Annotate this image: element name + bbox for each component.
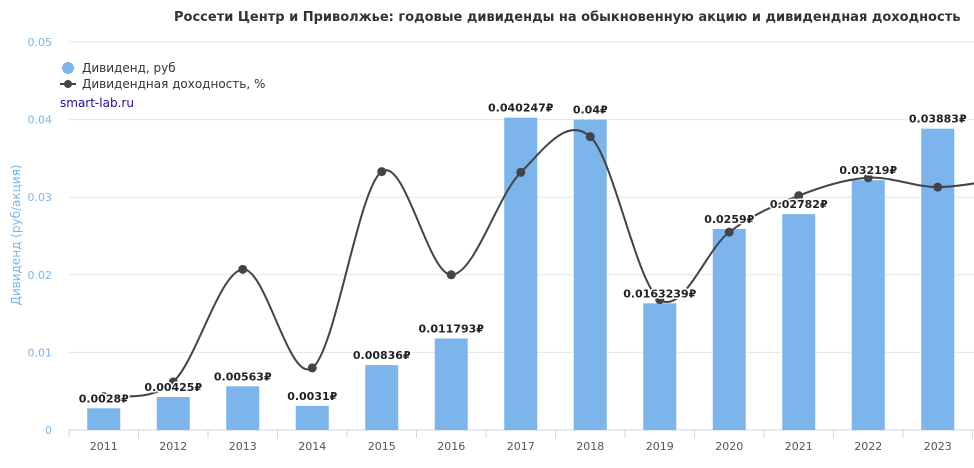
x-axis: 2011 2012 2013 2014 2015 2016 2017 2018 2019 2020… xyxy=(68,430,973,453)
legend[interactable]: Дивиденд, руб Дивидендная доходность, % xyxy=(60,61,265,91)
y-tick-label: 0.01 xyxy=(28,346,53,359)
bar xyxy=(226,386,260,430)
bar xyxy=(434,338,468,430)
y-tick-label: 0.02 xyxy=(28,269,53,282)
y-tick-label: 0.05 xyxy=(28,36,53,49)
yield-point xyxy=(933,182,943,192)
bar-data-label: 0.00836₽ xyxy=(353,349,411,362)
chart-title: Россети Центр и Приволжье: годовые дивид… xyxy=(174,10,960,25)
x-tick-label: 2023 xyxy=(924,440,952,453)
yield-point xyxy=(655,295,665,305)
legend-label-dividend: Дивиденд, руб xyxy=(82,61,176,75)
bar-data-label: 0.03219₽ xyxy=(839,164,897,177)
y-tick-label: 0 xyxy=(45,424,52,437)
bar-data-label: 0.040247₽ xyxy=(488,102,554,115)
bar-data-label: 0.00425₽ xyxy=(144,381,202,394)
bar-data-label: 0.02782₽ xyxy=(770,198,828,211)
x-tick-label: 2015 xyxy=(368,440,396,453)
bar-data-label: 0.0163239₽ xyxy=(623,287,696,300)
yield-point xyxy=(794,191,804,201)
yield-point xyxy=(724,227,734,237)
y-tick-label: 0.04 xyxy=(28,114,53,127)
bar-data-label: 0.011793₽ xyxy=(419,322,485,335)
y-axis: 0 0.01 0.02 0.03 0.04 0.05 xyxy=(28,36,53,437)
legend-marker-yield-dot xyxy=(64,80,72,88)
bar-data-label: 0.03883₽ xyxy=(909,113,967,126)
x-tick-label: 2019 xyxy=(646,440,674,453)
x-tick-label: 2012 xyxy=(159,440,187,453)
yield-point xyxy=(168,377,178,387)
x-tick-label: 2013 xyxy=(229,440,257,453)
yield-point xyxy=(99,392,109,402)
x-tick-label: 2017 xyxy=(507,440,535,453)
bar xyxy=(87,408,121,430)
yield-point xyxy=(446,270,456,280)
yield-line xyxy=(99,129,974,402)
bar-data-label: 0.0031₽ xyxy=(287,390,337,403)
y-tick-label: 0.03 xyxy=(28,191,53,204)
bars xyxy=(87,117,955,430)
bar xyxy=(504,117,538,430)
bar xyxy=(573,119,607,430)
bar xyxy=(295,405,329,430)
bar-data-label: 0.0028₽ xyxy=(79,392,129,405)
yield-point xyxy=(238,264,248,274)
yield-point xyxy=(307,363,317,373)
bar xyxy=(365,365,399,430)
x-tick-label: 2014 xyxy=(298,440,326,453)
bar xyxy=(782,214,816,430)
yield-point xyxy=(863,173,873,183)
x-tick-label: 2011 xyxy=(90,440,118,453)
legend-marker-dividend xyxy=(62,62,74,74)
bar xyxy=(643,303,677,430)
bar-data-label: 0.00563₽ xyxy=(214,370,272,383)
data-labels: 0.0028₽ 0.00425₽ 0.00563₽ 0.0031₽ 0.00836₽ 0.… xyxy=(77,100,968,407)
x-tick-label: 2022 xyxy=(854,440,882,453)
yield-point xyxy=(585,132,595,142)
x-tick-label: 2016 xyxy=(437,440,465,453)
bar-data-label: 0.0259₽ xyxy=(704,213,754,226)
legend-label-yield: Дивидендная доходность, % xyxy=(82,77,265,91)
bar-data-label: 0.04₽ xyxy=(573,104,608,117)
x-tick-label: 2020 xyxy=(715,440,743,453)
yield-point xyxy=(377,167,387,177)
yield-point xyxy=(516,167,526,177)
bar xyxy=(851,180,885,430)
y-axis-label: Дивиденд (руб/акция) xyxy=(9,165,23,306)
x-tick-label: 2021 xyxy=(785,440,813,453)
source-link[interactable]: smart-lab.ru xyxy=(60,96,134,110)
bar xyxy=(712,229,746,430)
x-tick-label: 2018 xyxy=(576,440,604,453)
bar xyxy=(156,397,190,430)
bar xyxy=(921,128,955,430)
